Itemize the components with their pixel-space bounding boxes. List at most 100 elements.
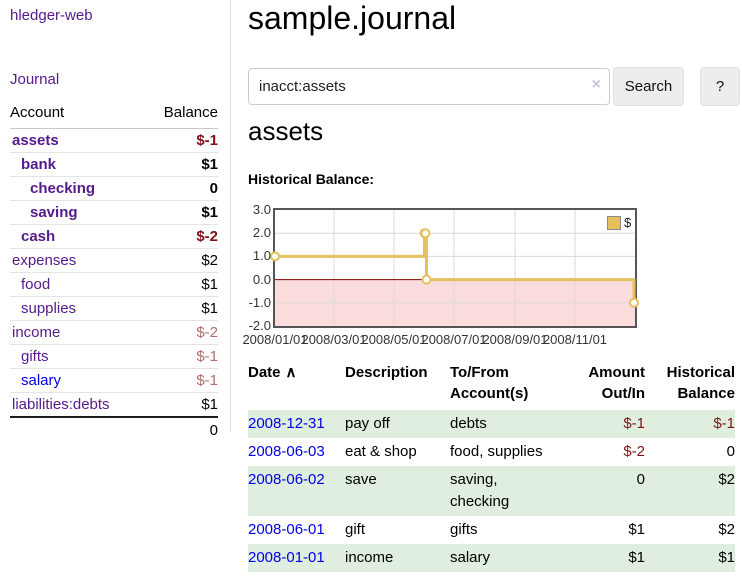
account-row: expenses $2 [10, 248, 218, 273]
search-button[interactable]: Search [613, 67, 684, 106]
transaction-balance: $2 [718, 521, 735, 538]
sort-asc-icon: ∧ [285, 364, 297, 381]
account-name-cell: liabilities:debts [10, 392, 145, 417]
search-input[interactable] [248, 68, 610, 105]
legend-swatch-icon [607, 215, 621, 230]
account-name-cell: assets [10, 129, 145, 153]
transaction-accounts: gifts [450, 521, 478, 538]
account-name-cell: gifts [10, 344, 145, 369]
x-axis-tick-label: 2008/01/01 [242, 332, 308, 347]
account-link[interactable]: saving [30, 204, 78, 221]
accounts-header-account: Account [10, 100, 145, 129]
accounts-header-row: Account Balance [10, 100, 218, 129]
register-table: Date ∧ Description To/From Account(s) Amo… [248, 360, 735, 572]
transaction-date-link[interactable]: 2008-06-03 [248, 443, 325, 460]
account-balance: $1 [144, 392, 218, 417]
y-axis-tick-label: 1.0 [252, 248, 271, 264]
account-balance: $-1 [196, 132, 218, 149]
y-axis-tick-label: 2.0 [252, 225, 271, 241]
account-balance: $-2 [144, 224, 218, 249]
transaction-description: eat & shop [345, 443, 417, 460]
transaction-date-cell: 2008-06-02 [248, 466, 345, 516]
transaction-row: 2008-12-31 pay off debts $-1 $-1 [248, 410, 735, 438]
transaction-row: 2008-01-01 income salary $1 $1 [248, 544, 735, 572]
account-row: income $-2 [10, 320, 218, 345]
help-button[interactable]: ? [700, 67, 740, 106]
account-balance: $-1 [144, 368, 218, 393]
transaction-accounts: debts [450, 415, 487, 432]
account-link[interactable]: gifts [21, 348, 49, 365]
account-balance: $1 [144, 152, 218, 177]
account-link[interactable]: assets [12, 132, 59, 149]
account-link[interactable]: checking [30, 180, 96, 197]
accounts-total-spacer [10, 416, 145, 443]
accounts-table: Account Balance assets $-1 bank $1 checking 0… [10, 100, 218, 443]
transaction-balance: 0 [726, 443, 735, 460]
account-name-cell: bank [10, 152, 145, 177]
account-row: cash $-2 [10, 224, 218, 249]
transaction-balance: $2 [718, 471, 735, 488]
register-header-row: Date ∧ Description To/From Account(s) Amo… [248, 360, 735, 410]
transaction-balance: $1 [718, 549, 735, 566]
account-row: supplies $1 [10, 296, 218, 321]
account-name-cell: supplies [10, 296, 145, 321]
transaction-row: 2008-06-03 eat & shop food, supplies $-2 0 [248, 438, 735, 466]
x-axis-tick-label: 2008/07/01 [421, 332, 487, 347]
col-header-accounts: To/From Account(s) [450, 364, 529, 402]
col-header-balance: Historical Balance [666, 364, 735, 402]
chart-legend: $ [607, 215, 631, 230]
transaction-date-link[interactable]: 2008-06-01 [248, 521, 325, 538]
col-header-date[interactable]: Date ∧ [248, 364, 297, 381]
transaction-accounts: food, supplies [450, 443, 543, 460]
account-row: assets $-1 [10, 129, 218, 153]
transaction-description: gift [345, 521, 366, 538]
account-balance: $-1 [144, 344, 218, 369]
x-axis-tick-label: 2008/09/01 [482, 332, 548, 347]
transaction-amount: 0 [636, 471, 645, 488]
accounts-total-row: 0 [10, 416, 218, 443]
chart-plot-area [273, 208, 637, 328]
transaction-date-link[interactable]: 2008-01-01 [248, 549, 325, 566]
transaction-accounts: saving, checking [450, 471, 510, 510]
account-name-cell: saving [10, 200, 145, 225]
y-axis-tick-label: -2.0 [248, 318, 271, 333]
y-axis-tick-label: 3.0 [252, 202, 271, 217]
account-link[interactable]: food [21, 276, 51, 293]
transaction-date-link[interactable]: 2008-06-02 [248, 471, 325, 488]
chart-title: Historical Balance: [248, 171, 375, 187]
account-balance: 0 [144, 176, 218, 201]
account-row: checking 0 [10, 176, 218, 201]
account-balance: $-2 [144, 320, 218, 345]
brand-link[interactable]: hledger-web [10, 7, 93, 24]
chart-canvas [270, 210, 640, 326]
transaction-description: pay off [345, 415, 390, 432]
transaction-description: income [345, 549, 394, 566]
account-link[interactable]: bank [21, 156, 57, 173]
transaction-balance: $-1 [713, 415, 735, 432]
clear-search-icon[interactable]: × [591, 76, 601, 93]
account-balance: $1 [144, 272, 218, 297]
account-name-cell: income [10, 320, 145, 345]
transaction-amount: $-2 [623, 443, 645, 460]
transaction-date-link[interactable]: 2008-12-31 [248, 415, 325, 432]
y-axis-tick-label: -1.0 [248, 294, 271, 310]
account-link[interactable]: income [12, 324, 61, 341]
account-row: gifts $-1 [10, 344, 218, 369]
transaction-date-cell: 2008-06-03 [248, 438, 345, 466]
account-name-cell: salary [10, 368, 145, 393]
account-link[interactable]: expenses [12, 252, 77, 269]
transaction-date-cell: 2008-06-01 [248, 516, 345, 544]
transaction-amount: $-1 [623, 415, 645, 432]
x-axis-tick-label: 2008/03/01 [301, 332, 367, 347]
account-link[interactable]: salary [21, 372, 62, 389]
account-link[interactable]: liabilities:debts [12, 396, 110, 413]
account-name-cell: food [10, 272, 145, 297]
legend-series-label: $ [624, 215, 632, 230]
account-link[interactable]: supplies [21, 300, 77, 317]
account-row: food $1 [10, 272, 218, 297]
transaction-amount: $1 [628, 549, 645, 566]
sidebar-item-journal[interactable]: Journal [10, 71, 60, 88]
accounts-total-value: 0 [144, 416, 218, 443]
account-link[interactable]: cash [21, 228, 56, 245]
